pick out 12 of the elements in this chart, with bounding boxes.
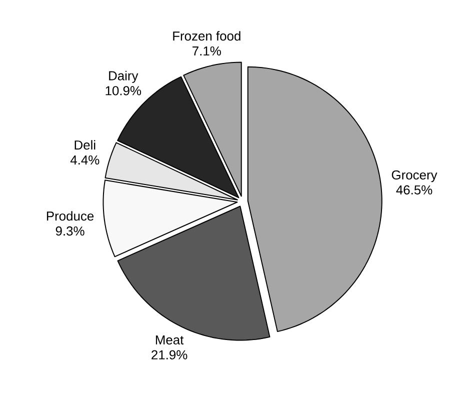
slice-label: Meat bbox=[156, 335, 184, 344]
slice-label: Deli bbox=[74, 140, 96, 150]
data-label: 9.3% bbox=[56, 226, 84, 236]
slice-label: Produce bbox=[46, 211, 94, 221]
data-label: 10.9% bbox=[106, 86, 142, 96]
data-label: 4.4% bbox=[70, 155, 100, 165]
slice-label: Frozen food bbox=[173, 31, 240, 41]
slice-label: Grocery bbox=[392, 170, 438, 182]
slice-label: Dairy bbox=[109, 70, 138, 83]
data-label: 7.1% bbox=[192, 46, 221, 56]
data-label: 46.5% bbox=[396, 185, 432, 194]
data-label: 21.9% bbox=[152, 350, 188, 360]
